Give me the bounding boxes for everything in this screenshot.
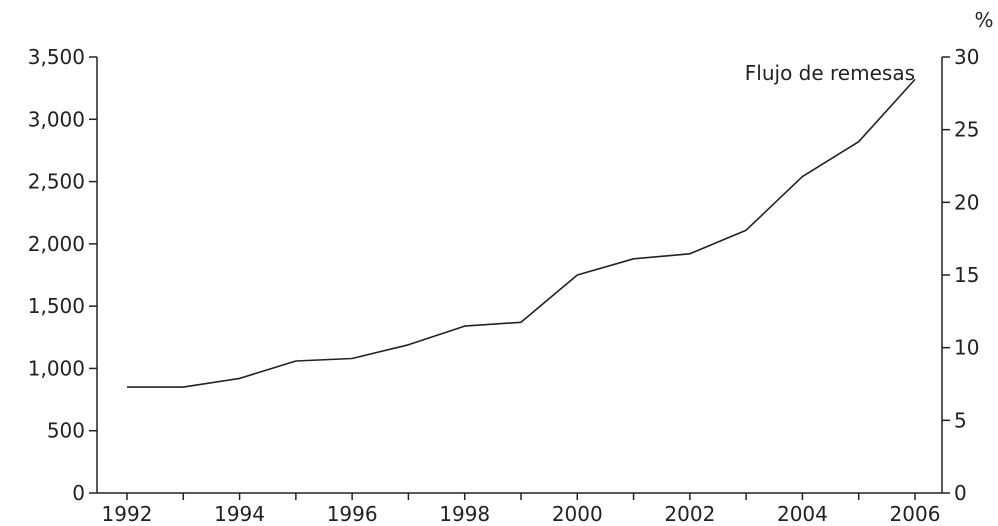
left-y-tick-label: 2,500 [28,170,85,194]
left-y-tick-label: 500 [47,419,85,443]
left-y-tick-label: 2,000 [28,232,85,256]
x-tick-label: 2000 [552,502,603,526]
left-y-tick-label: 3,000 [28,107,85,131]
x-tick-label: 2004 [777,502,828,526]
x-tick-label: 2006 [890,502,941,526]
series-line-remittances [127,78,916,388]
right-y-tick-label: 0 [954,481,967,505]
right-y-tick-label: 20 [954,190,979,214]
x-axis: 1992 1994 1996 1998 2000 2002 2004 2006 [97,492,942,526]
x-tick-label: 1994 [214,502,265,526]
series-group [127,78,916,388]
right-y-tick-label: 5 [954,408,967,432]
right-axis-unit-label: % [974,8,993,32]
series-annotation: Flujo de remesas [745,61,915,85]
x-tick-label: 1992 [102,502,153,526]
x-tick-label: 1996 [327,502,378,526]
right-y-tick-label: 30 [954,45,979,69]
left-y-tick-label: 3,500 [28,45,85,69]
left-y-axis: 0 500 1,000 1,500 2,000 2,500 3,000 3,500 [28,45,98,505]
left-y-tick-label: 0 [72,481,85,505]
left-y-tick-label: 1,000 [28,356,85,380]
left-y-tick-label: 1,500 [28,294,85,318]
right-y-tick-label: 10 [954,336,979,360]
x-tick-label: 1998 [439,502,490,526]
right-y-tick-label: 25 [954,118,979,142]
right-y-axis: % 0 5 10 15 20 25 30 [941,8,994,505]
right-y-tick-label: 15 [954,263,979,287]
x-tick-label: 2002 [664,502,715,526]
